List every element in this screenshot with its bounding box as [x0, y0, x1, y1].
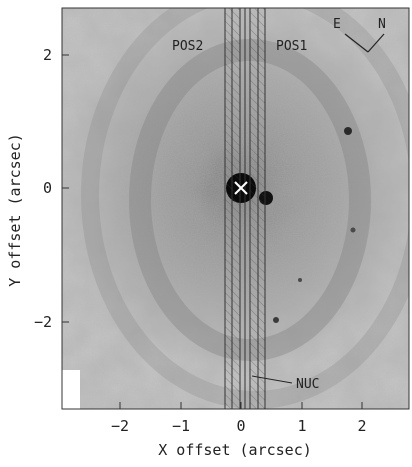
x-tick-label: 2 [357, 417, 366, 435]
y-tick-label: −2 [34, 313, 52, 331]
y-tick-label: 0 [43, 179, 52, 197]
x-tick-label: 1 [297, 417, 306, 435]
x-tick-label: −1 [172, 417, 190, 435]
nucleus-cross-marker [234, 181, 248, 195]
nuc-pointer [251, 375, 293, 384]
slit-overlay [224, 8, 266, 409]
y-tick-label: 2 [43, 46, 52, 64]
compass-north-label: N [378, 17, 386, 32]
axis-ticks [62, 54, 363, 409]
label-pos2: POS2 [172, 39, 203, 54]
plot-frame [61, 7, 410, 410]
compass-indicator: E N [333, 17, 386, 53]
compass-east-label: E [333, 17, 341, 32]
label-pos1: POS1 [276, 39, 307, 54]
point-source [344, 127, 352, 135]
label-nuc: NUC [296, 377, 319, 392]
x-tick-label: 0 [236, 417, 245, 435]
point-source [273, 317, 279, 323]
x-tick-label: −2 [111, 417, 129, 435]
y-axis-title: Y offset (arcsec) [6, 133, 24, 287]
x-axis-title: X offset (arcsec) [158, 441, 312, 459]
